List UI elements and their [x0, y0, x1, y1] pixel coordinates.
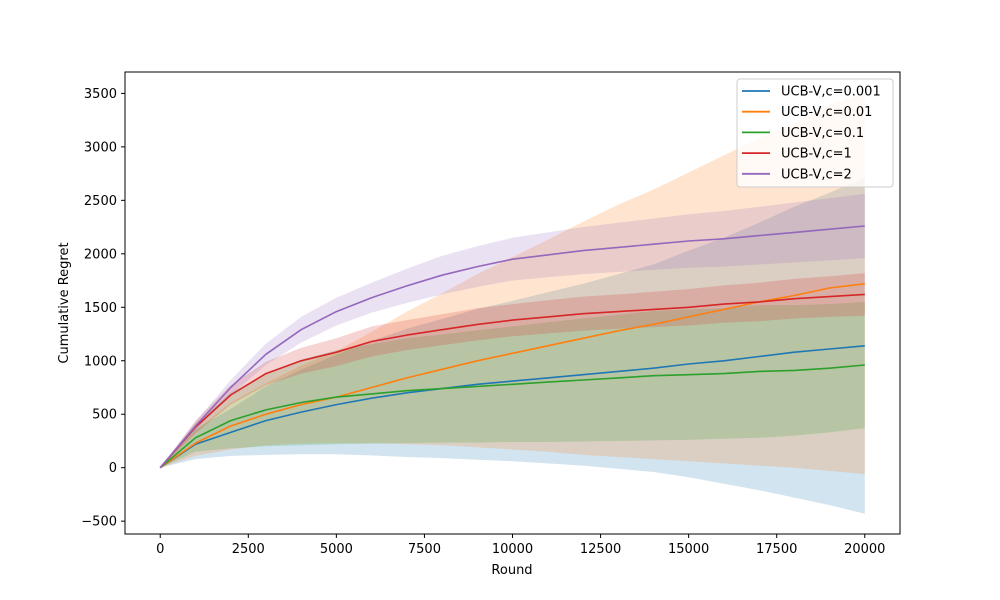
y-tick-label: −500: [81, 515, 117, 530]
y-tick-label: 2500: [84, 194, 117, 209]
band-series-1: [160, 177, 865, 514]
x-axis-label: Round: [491, 563, 532, 578]
line-series-3: [159, 364, 865, 469]
legend-label: UCB-V,c=2: [781, 167, 852, 182]
band-series-2: [160, 93, 865, 475]
band-series-4: [160, 273, 865, 468]
legend-label: UCB-V,c=0.001: [781, 85, 881, 100]
legend-label: UCB-V,c=0.1: [781, 126, 864, 141]
x-tick-label: 17500: [756, 542, 797, 557]
y-tick-label: 0: [109, 461, 117, 476]
legend-label: UCB-V,c=0.01: [781, 105, 872, 120]
x-tick-label: 12500: [580, 542, 621, 557]
x-tick-label: 20000: [844, 542, 885, 557]
legend-box: [736, 78, 894, 188]
line-series-5: [159, 225, 865, 469]
y-tick-label: 2000: [84, 247, 117, 262]
band-series-5: [160, 193, 865, 468]
x-tick-label: 15000: [668, 542, 709, 557]
line-series-2: [159, 283, 865, 469]
y-tick-label: 1000: [84, 354, 117, 369]
x-tick-label: 5000: [320, 542, 353, 557]
legend-label: UCB-V,c=1: [781, 147, 852, 162]
y-tick-label: 1500: [84, 301, 117, 316]
y-tick-label: 500: [92, 408, 117, 423]
x-tick-label: 2500: [232, 542, 265, 557]
y-axis-ticks: −500 0 500 1000 1500 2000 2500 3000 3500: [81, 87, 125, 530]
y-tick-label: 3500: [84, 87, 117, 102]
series-lines: [159, 225, 865, 469]
y-tick-label: 3000: [84, 140, 117, 155]
confidence-bands: [160, 93, 865, 514]
line-series-4: [159, 293, 865, 469]
x-tick-label: 10000: [492, 542, 533, 557]
line-series-1: [159, 345, 865, 469]
x-tick-label: 7500: [408, 542, 441, 557]
y-axis-label: Cumulative Regret: [57, 242, 72, 363]
legend: UCB-V,c=0.001 UCB-V,c=0.01 UCB-V,c=0.1 UCB-…: [736, 78, 894, 188]
x-tick-label: 0: [156, 542, 164, 557]
x-axis-ticks: 0 2500 5000 7500 10000 12500 15000 17500 20000: [156, 534, 885, 557]
